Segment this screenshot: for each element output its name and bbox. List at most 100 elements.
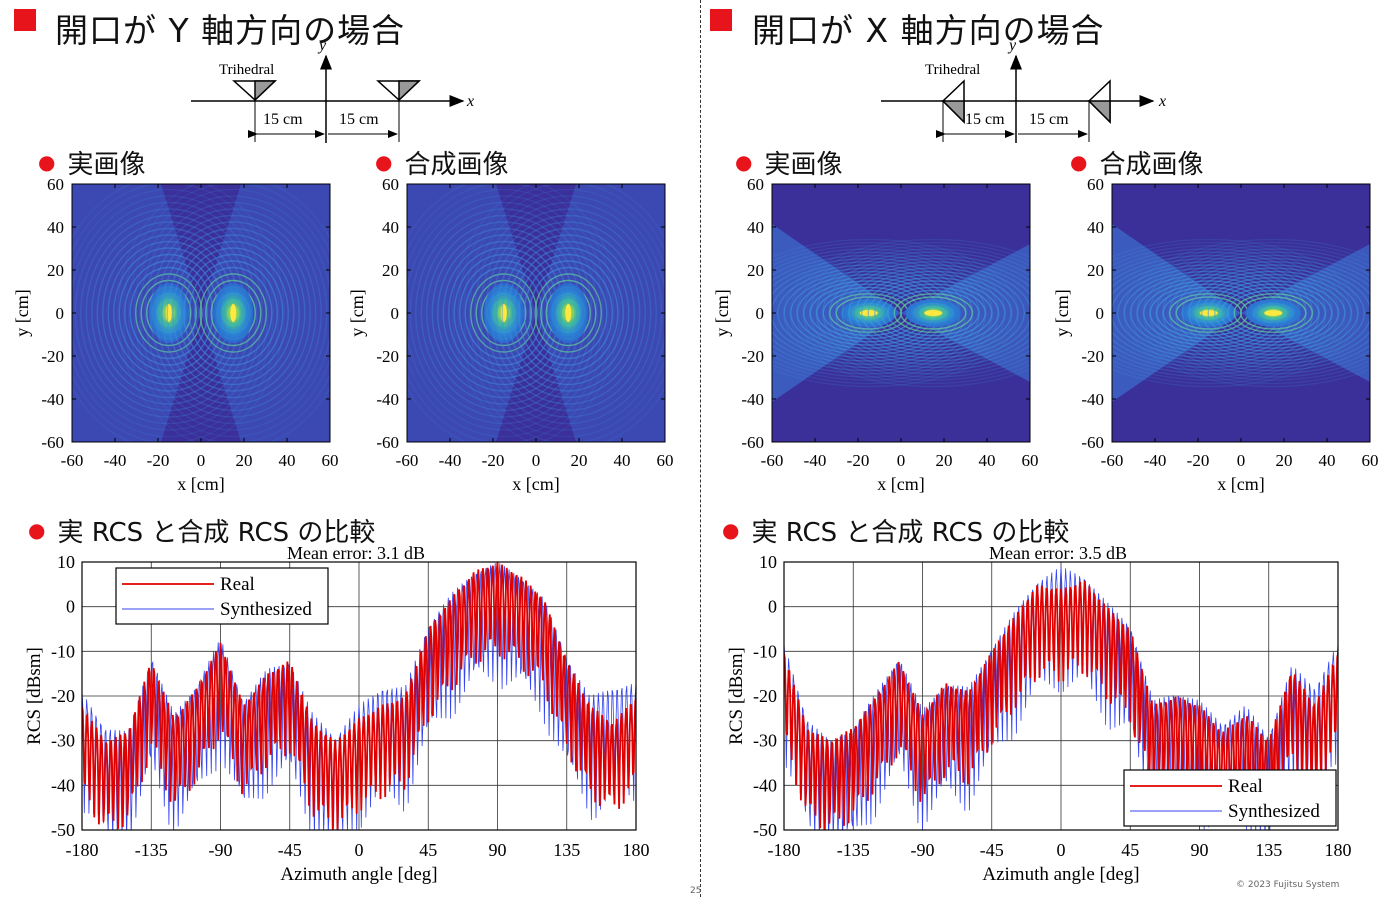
trihedral-label: Trihedral <box>219 62 274 78</box>
trihedral-label: Trihedral <box>925 62 980 78</box>
x-tick-label: 20 <box>236 451 253 470</box>
y-tick-label: 40 <box>382 218 399 237</box>
y-tick-label: 0 <box>1096 304 1105 323</box>
trihedral-left <box>941 79 965 124</box>
x-axis-label: x [cm] <box>877 474 924 494</box>
x-tick-label: 0 <box>355 840 364 860</box>
y-axis-label: y <box>1007 38 1017 54</box>
y-tick-label: -30 <box>753 731 777 751</box>
y-tick-label: -60 <box>741 433 764 452</box>
x-tick-label: 0 <box>897 451 906 470</box>
y-tick-label: 20 <box>747 261 764 280</box>
x-tick-label: -180 <box>66 840 99 860</box>
x-tick-label: 60 <box>1362 451 1379 470</box>
y-tick-label: 40 <box>47 218 64 237</box>
y-tick-label: -60 <box>41 433 64 452</box>
x-tick-label: -40 <box>1144 451 1167 470</box>
y-tick-label: -20 <box>1081 347 1104 366</box>
x-tick-label: 180 <box>1325 840 1352 860</box>
x-tick-label: 45 <box>1121 840 1139 860</box>
synth-image-right: -60 -40 -20 0 20 40 60 60 40 20 0 -20 -40 -60 x [cm] y … <box>1052 175 1379 494</box>
legend-label: Synthesized <box>220 599 312 620</box>
x-tick-label: -60 <box>61 451 84 470</box>
x-tick-label: -180 <box>768 840 801 860</box>
real-image-left: -60 -40 -20 0 20 40 60 60 40 20 0 -20 -40 -60 x [cm] y … <box>12 175 339 494</box>
x-tick-label: -20 <box>482 451 505 470</box>
y-tick-label: 40 <box>1087 218 1104 237</box>
x-tick-label: -60 <box>1101 451 1124 470</box>
x-tick-label: 60 <box>1022 451 1039 470</box>
x-axis-label: x [cm] <box>512 474 559 494</box>
y-tick-label: 60 <box>747 175 764 194</box>
x-axis-label: x <box>466 93 474 110</box>
copyright: © 2023 Fujitsu System <box>1236 880 1340 890</box>
y-tick-label: 40 <box>747 218 764 237</box>
chart-legend: Real Synthesized <box>1123 769 1337 827</box>
x-tick-label: 40 <box>1319 451 1336 470</box>
x-tick-label: 40 <box>614 451 631 470</box>
legend-label: Synthesized <box>1228 801 1320 822</box>
x-axis-label: Azimuth angle [deg] <box>280 864 437 885</box>
x-tick-label: -135 <box>837 840 870 860</box>
x-tick-label: 0 <box>197 451 206 470</box>
x-tick-label: 135 <box>553 840 580 860</box>
y-tick-label: 0 <box>66 597 75 617</box>
y-tick-label: -30 <box>51 731 75 751</box>
right-heading: 開口が X 軸方向の場合 <box>752 11 1105 50</box>
y-tick-label: 0 <box>56 304 65 323</box>
y-tick-label: -10 <box>51 641 75 661</box>
x-tick-label: 20 <box>936 451 953 470</box>
y-tick-label: 0 <box>756 304 765 323</box>
column-divider <box>700 0 701 897</box>
y-tick-label: 60 <box>382 175 399 194</box>
distance-label-2: 15 cm <box>1029 111 1069 128</box>
x-tick-label: 20 <box>1276 451 1293 470</box>
x-tick-label: 40 <box>979 451 996 470</box>
trihedral-right <box>1087 79 1111 124</box>
synth-image-left: -60 -40 -20 0 20 40 60 60 40 20 0 -20 -40 -60 x [cm] y … <box>347 175 674 494</box>
bullet-compare-left: ● 実 RCS と合成 RCS の比較 <box>28 518 376 548</box>
x-tick-label: 180 <box>623 840 650 860</box>
x-tick-label: -60 <box>761 451 784 470</box>
rcs-chart-right: -180 -135 -90 -45 0 45 90 135 180 10 0 -10 -20 -30 -40… <box>726 543 1352 885</box>
y-tick-label: -40 <box>753 775 777 795</box>
y-tick-label: -20 <box>753 686 777 706</box>
bullet-synth-image-right: ● 合成画像 <box>1070 150 1204 180</box>
y-tick-label: 60 <box>47 175 64 194</box>
legend-label: Real <box>1228 776 1263 797</box>
right-diagram: x y Trihedral 15 cm 15 cm <box>881 38 1166 143</box>
chart-title: Mean error: 3.1 dB <box>287 543 425 563</box>
y-axis-label: RCS [dBsm] <box>24 647 45 745</box>
y-tick-label: -40 <box>41 390 64 409</box>
y-tick-label: -40 <box>741 390 764 409</box>
x-tick-label: -20 <box>147 451 170 470</box>
real-image-right: -60 -40 -20 0 20 40 60 60 40 20 0 -20 -40 -60 x [cm] y … <box>712 175 1039 494</box>
x-tick-label: 90 <box>489 840 507 860</box>
x-tick-label: 0 <box>532 451 541 470</box>
page-number: 25 <box>690 886 702 896</box>
x-tick-label: -40 <box>104 451 127 470</box>
x-tick-label: -20 <box>847 451 870 470</box>
x-tick-label: 45 <box>419 840 437 860</box>
x-tick-label: -45 <box>278 840 302 860</box>
y-tick-label: 20 <box>382 261 399 280</box>
legend-label: Real <box>220 574 255 595</box>
y-axis-label: y [cm] <box>12 289 32 336</box>
trihedral-left <box>232 80 277 102</box>
distance-label-1: 15 cm <box>965 111 1005 128</box>
x-tick-label: -60 <box>396 451 419 470</box>
x-tick-label: -90 <box>209 840 233 860</box>
trihedral-right <box>376 80 421 102</box>
bullet-real-image-right: ● 実画像 <box>735 150 843 180</box>
left-diagram: x y Trihedral 15 cm 15 cm <box>191 38 474 143</box>
y-tick-label: -40 <box>376 390 399 409</box>
y-tick-label: -20 <box>51 686 75 706</box>
x-tick-label: 40 <box>279 451 296 470</box>
y-tick-label: 0 <box>391 304 400 323</box>
chart-legend: Real Synthesized <box>115 567 329 625</box>
x-tick-label: 60 <box>657 451 674 470</box>
y-tick-label: 0 <box>768 597 777 617</box>
y-tick-label: 60 <box>1087 175 1104 194</box>
heading-marker-right <box>710 9 732 31</box>
y-tick-label: 20 <box>1087 261 1104 280</box>
